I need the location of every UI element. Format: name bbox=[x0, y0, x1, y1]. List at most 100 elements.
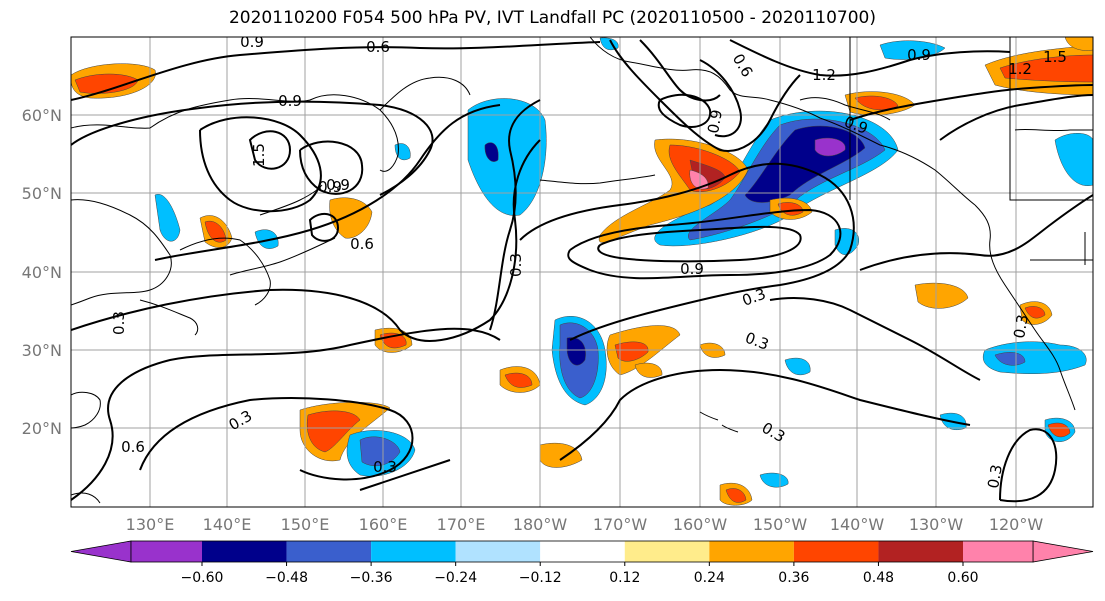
pv-anomaly-shade-46 bbox=[854, 95, 899, 111]
ivt-contour-15 bbox=[567, 208, 842, 280]
pv-anomaly-shade-15 bbox=[566, 337, 586, 366]
coastline-11 bbox=[974, 204, 1076, 411]
ivt-contour-2 bbox=[199, 116, 322, 213]
colorbar-segment-1 bbox=[202, 541, 287, 562]
pv-anomaly-shade-41 bbox=[879, 40, 946, 60]
coastline-0 bbox=[71, 94, 399, 172]
graticule bbox=[71, 37, 1093, 507]
contour-label-22: 0.3 bbox=[984, 463, 1006, 490]
coastline-7 bbox=[71, 391, 101, 429]
ivt-contour-13 bbox=[999, 428, 1058, 503]
colorbar-outline bbox=[130, 540, 1034, 563]
lon-label-5: 180°W bbox=[513, 515, 568, 534]
pv-anomaly-shade-24 bbox=[204, 220, 227, 243]
contour-label-20: 1.5 bbox=[1043, 48, 1067, 66]
colorbar-segment-4 bbox=[455, 541, 541, 562]
pv-anomaly-shade-25 bbox=[154, 194, 181, 242]
lon-label-9: 140°W bbox=[830, 515, 885, 534]
pv-anomaly-shade-34 bbox=[914, 282, 969, 309]
colorbar: −0.60 −0.48 −0.36 −0.24 −0.12 0.12 0.24 0.36 0.4… bbox=[70, 540, 1094, 586]
ivt-contour-12 bbox=[559, 368, 971, 461]
coastline-8 bbox=[71, 492, 101, 504]
ivt-contour-8 bbox=[71, 327, 501, 501]
lon-label-3: 160°E bbox=[359, 515, 408, 534]
pv-anomaly-shade-54 bbox=[254, 229, 279, 249]
lat-label-1: 50°N bbox=[22, 184, 62, 203]
lon-label-2: 150°E bbox=[281, 515, 330, 534]
contour-label-3: 0.9 bbox=[318, 178, 342, 196]
map-frame bbox=[70, 36, 1094, 508]
colorbar-segment-9 bbox=[878, 541, 963, 562]
contour-label-21: 1.2 bbox=[1008, 60, 1032, 78]
coastline-14 bbox=[1014, 128, 1093, 132]
lon-label-4: 170°E bbox=[437, 515, 486, 534]
coastline-13 bbox=[1009, 37, 1093, 201]
ivt-contour-11 bbox=[359, 459, 451, 491]
ivt-contour-6 bbox=[154, 104, 501, 261]
colorbar-extend-low bbox=[70, 540, 132, 563]
colorbar-segment-6 bbox=[624, 541, 710, 562]
ivt-contour-0 bbox=[71, 41, 601, 101]
pv-anomaly-shade-42 bbox=[1054, 133, 1093, 187]
lat-label-0: 60°N bbox=[22, 106, 62, 125]
pv-anomaly-shade-21 bbox=[614, 341, 649, 362]
ivt-contour-18 bbox=[639, 39, 721, 102]
ivt-contour-19 bbox=[657, 93, 712, 128]
contour-label-0: 0.9 bbox=[240, 33, 264, 51]
ivt-contour-20 bbox=[699, 59, 742, 138]
pv-anomaly-shade-57 bbox=[1064, 37, 1093, 51]
ivt-contour-14 bbox=[519, 162, 855, 341]
pv-anomaly-shade-12 bbox=[689, 169, 709, 190]
contour-label-10: 0.3 bbox=[740, 285, 769, 310]
lon-label-6: 170°W bbox=[593, 515, 648, 534]
pv-anomaly-shade-8 bbox=[814, 137, 846, 157]
coastline-17 bbox=[699, 411, 739, 433]
lat-label-4: 20°N bbox=[22, 419, 62, 438]
map-plot-area: 0.9 0.60.90.91.50.90.60.30.30.90.30.30.30… bbox=[71, 33, 1093, 507]
pv-anomaly-shade-4 bbox=[484, 142, 499, 162]
colorbar-segment-7 bbox=[709, 541, 794, 562]
pv-anomaly-shade-17 bbox=[307, 410, 361, 453]
pv-anomaly-shade-51 bbox=[634, 362, 663, 378]
lon-label-11: 120°W bbox=[989, 515, 1044, 534]
lat-label-2: 40°N bbox=[22, 263, 62, 282]
pv-anomaly-shade-52 bbox=[759, 472, 789, 488]
colorbar-tick-label-8: 0.48 bbox=[863, 570, 894, 586]
contour-label-12: 0.3 bbox=[226, 407, 256, 435]
ivt-contour-16 bbox=[597, 225, 802, 263]
colorbar-tick-label-1: −0.48 bbox=[265, 570, 308, 586]
colorbar-tick-label-3: −0.24 bbox=[434, 570, 477, 586]
colorbar-segment-8 bbox=[793, 541, 879, 562]
contour-label-23: 0.3 bbox=[1010, 313, 1032, 340]
coastline-18 bbox=[539, 174, 656, 185]
coastline-5 bbox=[139, 299, 199, 336]
pv-anomaly-shade-49 bbox=[539, 442, 583, 468]
colorbar-segment-0 bbox=[131, 541, 202, 562]
coastline-2 bbox=[71, 199, 172, 306]
coastlines bbox=[71, 37, 1093, 504]
colorbar-segment-3 bbox=[371, 541, 456, 562]
contour-label-17: 0.9 bbox=[907, 46, 931, 64]
coastline-3 bbox=[179, 237, 271, 306]
contour-label-6: 0.6 bbox=[350, 235, 374, 253]
pv-anomaly-shade-44 bbox=[1047, 422, 1071, 438]
ivt-contour-7 bbox=[71, 139, 541, 342]
pv-anomaly-shade-38 bbox=[994, 352, 1026, 366]
ivt-contour-24 bbox=[859, 194, 1093, 271]
coastline-9 bbox=[589, 37, 976, 206]
lon-label-8: 150°W bbox=[753, 515, 808, 534]
coastline-1 bbox=[379, 76, 471, 111]
coastline-4 bbox=[229, 237, 336, 276]
ivt-contour-21 bbox=[729, 39, 1011, 77]
colorbar-segment-5 bbox=[540, 541, 625, 562]
pv-anomaly-shade-3 bbox=[467, 98, 547, 216]
pv-anomaly-shade-40 bbox=[999, 54, 1093, 83]
ivt-contours bbox=[71, 39, 1093, 503]
pv-anomaly-shade-27 bbox=[504, 372, 533, 388]
colorbar-segment-2 bbox=[286, 541, 372, 562]
pv-anomaly-shade-19 bbox=[359, 436, 401, 467]
contour-label-19: 0.9 bbox=[704, 108, 726, 135]
ivt-contour-4 bbox=[299, 140, 364, 195]
colorbar-extend-high bbox=[1032, 540, 1094, 563]
ivt-contour-9 bbox=[489, 99, 541, 331]
